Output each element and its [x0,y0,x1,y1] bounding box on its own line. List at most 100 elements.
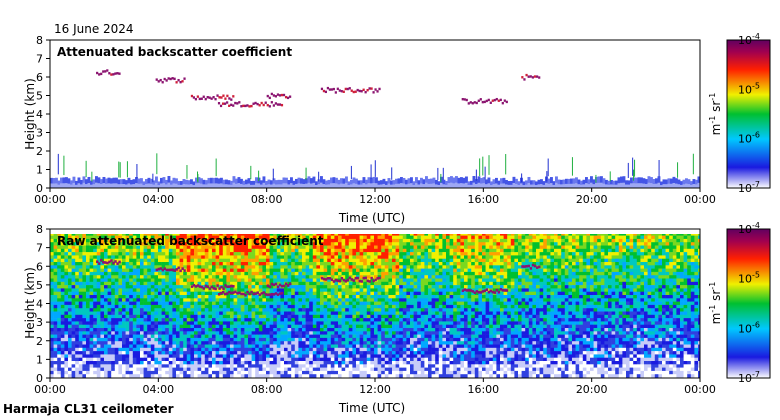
raw-pixel [352,268,357,273]
raw-pixel [323,357,328,362]
raw-pixel [352,238,357,243]
boundary-layer-column [352,177,356,188]
raw-pixel [104,265,108,269]
raw-pixel [233,258,238,263]
raw-pixel [57,354,62,358]
boundary-layer-base [440,182,443,188]
raw-pixel [208,268,213,273]
boundary-layer-base [482,183,486,188]
raw-pixel [78,347,83,352]
boundary-layer-column [510,180,513,188]
raw-pixel [330,268,335,273]
raw-pixel [222,298,227,302]
raw-pixel [222,262,227,266]
raw-pixel [262,248,267,253]
boundary-layer-column [427,178,431,188]
raw-pixel [78,301,83,306]
raw-pixel [111,265,116,269]
raw-pixel [244,295,249,299]
raw-pixel [356,314,360,319]
raw-pixel [230,242,234,246]
raw-pixel [323,374,328,378]
raw-pixel [352,370,357,375]
raw-pixel [114,334,119,339]
boundary-layer-base [630,183,633,188]
raw-pixel [320,242,324,246]
raw-pixel [161,281,166,286]
raw-pixel [140,262,144,266]
raw-pixel [107,268,112,273]
cloud-return [350,89,353,92]
raw-pixel [284,311,288,316]
raw-pixel [86,271,90,276]
raw-pixel [356,328,360,332]
raw-pixel [230,334,234,339]
raw-pixel [298,331,303,335]
raw-pixel [190,354,195,358]
raw-pixel [309,318,314,322]
raw-pixel [248,275,252,279]
boundary-layer-column [577,179,581,188]
cloud-return [219,104,223,108]
raw-pixel [258,314,263,319]
raw-pixel [165,288,170,292]
raw-pixel [64,275,69,279]
raw-pixel [89,232,94,236]
cloud-return [112,73,115,76]
boundary-layer-column [60,177,63,188]
raw-pixel [287,288,292,292]
raw-pixel [136,364,141,368]
cloud-return [228,104,231,107]
raw-pixel [248,238,252,243]
raw-pixel [186,255,191,259]
raw-pixel [327,347,332,352]
boundary-layer-column [255,177,258,188]
raw-pixel [93,278,98,283]
raw-pixel [158,351,162,355]
raw-pixel [309,281,314,286]
raw-pixel [291,331,296,335]
raw-pixel [154,304,159,309]
cloud-return [475,101,478,105]
boundary-layer-base [447,183,451,188]
raw-pixel [226,364,231,368]
raw-pixel [172,361,177,365]
raw-pixel [57,248,62,253]
boundary-layer-column [215,177,218,188]
raw-pixel [147,255,152,259]
raw-pixel [363,248,368,253]
raw-pixel [57,301,62,306]
raw-pixel [71,275,76,279]
raw-pixel [348,238,353,243]
raw-pixel [222,354,227,358]
raw-pixel [284,252,288,256]
raw-pixel [161,235,166,240]
raw-pixel [273,311,278,316]
boundary-layer-base [650,183,653,188]
boundary-layer-base [280,184,283,188]
raw-pixel [377,334,382,339]
raw-pixel [370,265,375,269]
raw-pixel [179,361,184,365]
raw-pixel [197,271,202,276]
raw-pixel [89,311,94,316]
raw-pixel [219,357,224,362]
raw-pixel [179,308,184,312]
raw-pixel [204,304,209,309]
raw-pixel [244,351,249,355]
raw-pixel [183,328,188,332]
raw-pixel [359,347,364,352]
boundary-layer-base [657,182,661,188]
raw-pixel [287,324,292,329]
cloud-return [531,76,534,79]
raw-pixel [82,318,87,322]
cloud-return [260,101,263,105]
raw-pixel [68,255,72,259]
raw-pixel [75,304,80,309]
raw-pixel [237,285,242,289]
raw-pixel [327,291,332,296]
raw-pixel [50,275,54,279]
raw-pixel [334,361,339,365]
cloud-return [163,77,166,81]
raw-pixel [93,351,98,355]
